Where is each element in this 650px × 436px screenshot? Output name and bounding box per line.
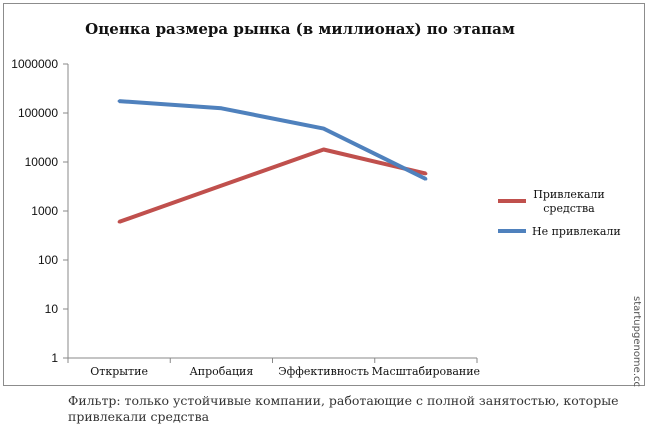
legend-entry-0: Привлекали средства: [533, 188, 604, 215]
series-line-1: [118, 99, 427, 181]
watermark-text: startupgenome.cc: [631, 296, 642, 387]
chart-legend: Привлекали средства Не привлекали: [498, 188, 621, 238]
x-tick-label: Апробация: [189, 365, 253, 378]
data-point: [322, 127, 326, 131]
y-tick-label: 10: [45, 302, 59, 316]
series-layer: [117, 99, 428, 224]
chart-footnote: Фильтр: только устойчивые компании, рабо…: [68, 393, 619, 424]
y-tick-label: 100000: [18, 106, 58, 120]
data-point: [117, 220, 121, 224]
data-point: [117, 99, 121, 103]
legend-entry-1: Не привлекали: [532, 225, 621, 238]
y-tick-label: 10000: [25, 155, 59, 169]
chart-frame: [3, 3, 645, 386]
chart-axes: 1 10 100 1000 10000 100000 1000000 Открытие Апро…: [11, 57, 480, 378]
chart-title: Оценка размера рынка (в миллионах) по эт…: [85, 20, 515, 38]
data-point: [424, 177, 428, 181]
line-chart: Оценка размера рынка (в миллионах) по эт…: [11, 20, 642, 387]
y-tick-label: 1000000: [11, 57, 58, 71]
data-point: [219, 184, 223, 188]
y-tick-label: 1: [51, 351, 58, 365]
data-point: [424, 172, 428, 176]
x-tick-label: Открытие: [90, 365, 148, 378]
x-tick-label: Масштабирование: [372, 365, 480, 378]
data-point: [219, 106, 223, 110]
data-point: [322, 147, 326, 151]
x-tick-label: Эффективность: [278, 365, 369, 378]
y-tick-label: 1000: [31, 204, 58, 218]
y-tick-label: 100: [38, 253, 58, 267]
series-line-0: [118, 147, 427, 224]
